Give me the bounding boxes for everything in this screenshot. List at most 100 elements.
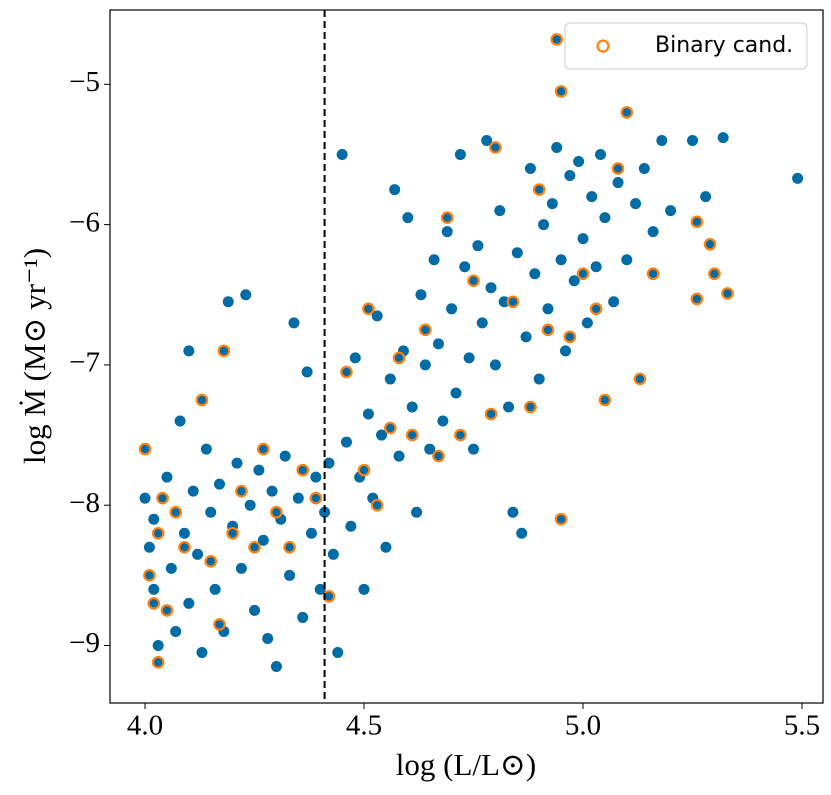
point	[231, 457, 243, 469]
point	[792, 172, 804, 184]
point	[205, 506, 217, 518]
binary-point	[598, 393, 612, 407]
point	[524, 163, 536, 175]
point	[192, 548, 204, 560]
binary-point	[195, 393, 209, 407]
binary-point	[690, 292, 704, 306]
point	[411, 506, 423, 518]
binary-point	[340, 365, 353, 379]
binary-point	[646, 267, 660, 281]
point	[494, 205, 506, 217]
point	[406, 401, 418, 413]
point	[240, 289, 252, 301]
y-tick-label: −9	[69, 627, 100, 659]
binary-point	[563, 330, 577, 344]
binary-point	[708, 267, 721, 281]
plot-frame	[109, 9, 824, 704]
binary-point	[611, 162, 625, 175]
point	[340, 436, 352, 448]
point	[551, 141, 563, 153]
point	[432, 338, 444, 350]
point	[485, 282, 497, 294]
point	[538, 219, 550, 231]
point	[402, 212, 414, 224]
point	[586, 191, 598, 203]
point	[437, 415, 449, 427]
point	[187, 485, 199, 497]
point	[270, 661, 282, 673]
point	[564, 170, 576, 182]
point	[332, 646, 344, 658]
binary-point	[357, 463, 371, 477]
point	[288, 317, 300, 329]
legend-marker	[596, 39, 610, 53]
binary-point	[419, 323, 432, 337]
point	[143, 541, 155, 553]
point	[349, 352, 361, 364]
point	[577, 233, 589, 245]
point	[511, 247, 523, 259]
y-tick-label: −5	[69, 66, 100, 98]
point	[446, 303, 458, 315]
binary-point	[405, 428, 419, 442]
point	[209, 583, 221, 595]
point	[336, 148, 348, 160]
binary-point	[506, 295, 520, 309]
point	[638, 163, 650, 175]
point	[520, 331, 532, 343]
binary-point	[690, 215, 704, 229]
binary-point	[283, 540, 296, 554]
point	[573, 156, 585, 168]
binary-point	[235, 484, 248, 498]
binary-point	[454, 428, 467, 442]
point	[371, 310, 383, 322]
point	[362, 408, 374, 420]
binary-point	[138, 442, 152, 456]
binary-point	[467, 274, 480, 288]
point	[450, 387, 462, 399]
point	[700, 191, 712, 203]
point	[503, 401, 515, 413]
point	[284, 569, 296, 581]
point	[152, 639, 164, 651]
point	[476, 317, 488, 329]
point	[621, 254, 633, 266]
point	[555, 254, 567, 266]
point	[419, 359, 431, 371]
x-tick-label: 4.5	[346, 710, 382, 742]
point	[235, 562, 247, 574]
binary-point	[576, 267, 590, 281]
point	[170, 625, 182, 637]
point	[468, 443, 480, 455]
point	[507, 506, 519, 518]
point	[424, 443, 436, 455]
binary-point	[270, 505, 283, 519]
binary-point	[721, 287, 734, 300]
point	[686, 134, 698, 146]
point	[581, 317, 593, 329]
point	[257, 534, 269, 546]
point	[542, 303, 554, 315]
point	[139, 492, 151, 504]
binary-point	[633, 372, 647, 386]
binary-point	[432, 449, 445, 463]
point	[178, 527, 190, 539]
legend-box	[564, 22, 808, 70]
point	[665, 205, 677, 217]
y-tick-label: −6	[69, 206, 100, 238]
legend-label: Binary cand.	[655, 33, 793, 58]
y-tick-label: −8	[69, 487, 100, 519]
point	[428, 254, 440, 266]
point	[196, 646, 208, 658]
x-tick-label: 5.0	[565, 710, 601, 742]
point	[222, 296, 234, 308]
point	[249, 604, 261, 616]
point	[472, 240, 484, 252]
binary-point	[489, 141, 502, 154]
point	[481, 134, 493, 146]
binary-point	[524, 400, 537, 414]
point	[319, 506, 331, 518]
binary-point	[213, 618, 226, 631]
point	[656, 134, 668, 146]
point	[630, 198, 642, 210]
